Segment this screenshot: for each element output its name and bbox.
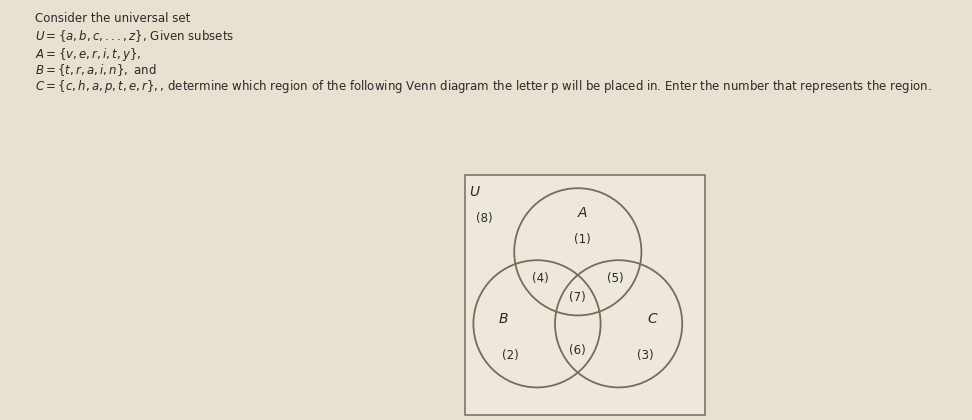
Text: $A = \{v, e, r, i, t, y\},$: $A = \{v, e, r, i, t, y\},$ <box>35 46 142 63</box>
Text: (1): (1) <box>574 233 591 246</box>
Text: Consider the universal set: Consider the universal set <box>35 12 191 25</box>
Text: (6): (6) <box>570 344 586 357</box>
Text: (2): (2) <box>503 349 519 362</box>
Text: B: B <box>499 312 508 326</box>
Text: (5): (5) <box>607 272 623 285</box>
Text: $U = \{a, b, c, ..., z\}$, Given subsets: $U = \{a, b, c, ..., z\}$, Given subsets <box>35 28 234 44</box>
Text: $B = \{t, r, a, i, n\},$ and: $B = \{t, r, a, i, n\},$ and <box>35 62 156 78</box>
Text: U: U <box>469 185 479 199</box>
Text: $C = \{c, h, a, p, t, e, r\},$, determine which region of the following Venn dia: $C = \{c, h, a, p, t, e, r\},$, determin… <box>35 78 932 95</box>
Text: A: A <box>577 206 587 220</box>
Text: (7): (7) <box>570 291 586 304</box>
Text: (4): (4) <box>533 272 549 285</box>
Text: C: C <box>647 312 657 326</box>
Text: (8): (8) <box>476 212 493 225</box>
Text: (3): (3) <box>637 349 653 362</box>
